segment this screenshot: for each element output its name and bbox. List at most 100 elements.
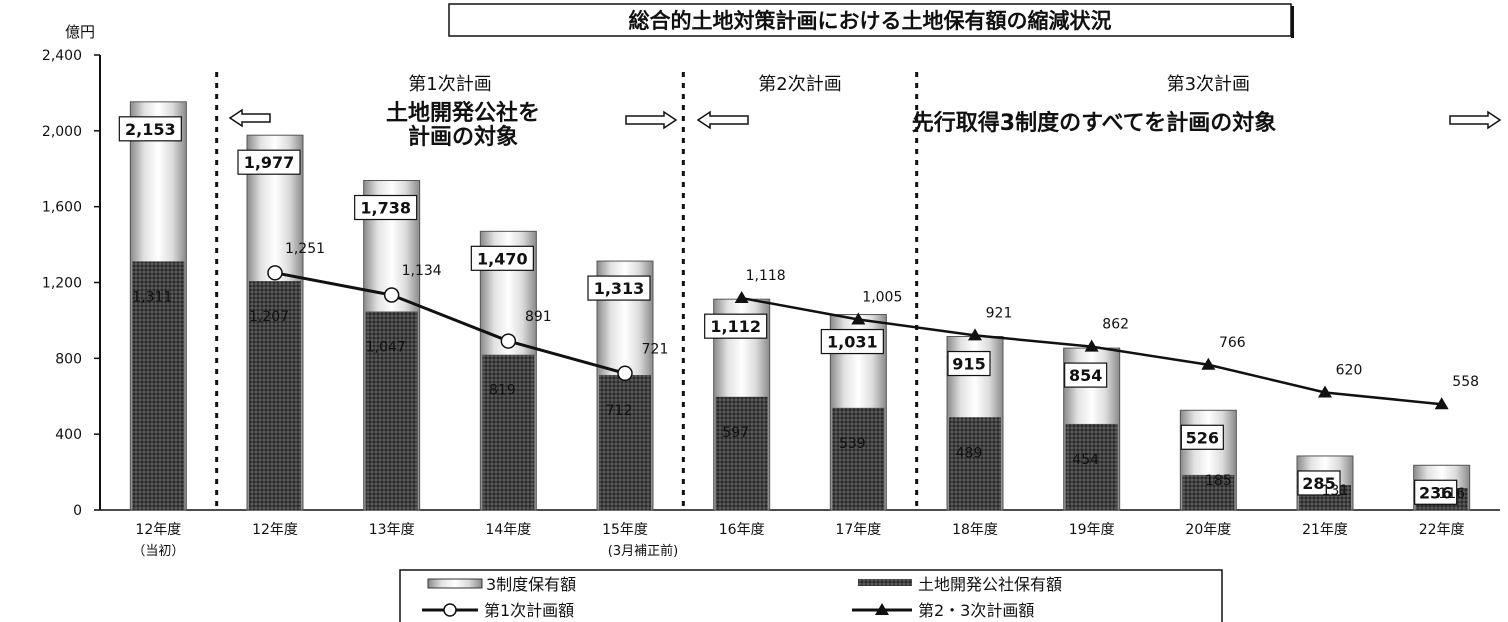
data-label-kosha: 597 [722, 425, 749, 441]
label-box-3seido [1297, 470, 1341, 496]
data-label-3seido: 1,112 [710, 317, 761, 336]
label-box-3seido [470, 245, 534, 271]
legend-box [399, 569, 1223, 622]
period-label: 第3次計画 [1167, 74, 1250, 95]
label-box-3seido [820, 328, 884, 355]
data-label-kosha: 185 [1205, 473, 1232, 489]
x-tick-label: 21年度 [1302, 522, 1348, 538]
data-label-plan23: 1,118 [746, 268, 786, 284]
data-label-kosha: 1,311 [132, 289, 172, 305]
data-label-kosha: 116 [1438, 486, 1465, 502]
data-label-kosha: 539 [839, 436, 866, 452]
bar-kosha [365, 311, 418, 510]
label-box-3seido [354, 194, 418, 221]
x-tick-label: 19年度 [1069, 522, 1115, 538]
x-tick-label: 22年度 [1419, 522, 1465, 538]
data-label-kosha: 131 [1322, 483, 1349, 499]
legend-marker-plan1 [443, 603, 457, 617]
bar-kosha [132, 261, 185, 510]
data-label-plan1: 1,251 [285, 241, 325, 257]
x-tick-label: 16年度 [719, 522, 765, 538]
x-tick-label: 12年度 [135, 522, 181, 538]
bar-kosha [482, 354, 535, 510]
y-tick-label: 0 [73, 503, 82, 519]
y-tick-label: 2,400 [42, 48, 82, 64]
data-label-plan23: 558 [1452, 374, 1479, 390]
data-label-plan1: 1,134 [402, 263, 442, 279]
annotation-plan23: 先行取得3制度のすべてを計画の対象 [912, 110, 1276, 136]
data-label-3seido: 1,313 [594, 279, 645, 298]
annotation-plan1-line2: 計画の対象 [408, 124, 518, 150]
marker-plan23 [1318, 385, 1332, 398]
data-label-3seido: 915 [952, 355, 985, 374]
label-box-3seido [118, 116, 182, 142]
bar-kosha [1182, 474, 1235, 510]
x-tick-label: 17年度 [835, 522, 881, 538]
bar-kosha [599, 375, 651, 510]
data-label-kosha: 489 [956, 445, 983, 461]
legend-label-3seido: 3制度保有額 [486, 575, 576, 594]
x-tick-label: 14年度 [485, 522, 531, 538]
data-label-3seido: 1,031 [827, 333, 878, 352]
data-label-3seido: 854 [1069, 366, 1102, 385]
title-box [448, 3, 1292, 37]
label-box-3seido [947, 350, 991, 377]
bar-kosha [832, 407, 885, 510]
y-axis-unit: 億円 [65, 23, 95, 41]
data-label-3seido: 285 [1302, 474, 1335, 493]
legend-label-plan1: 第1次計画額 [484, 601, 574, 620]
data-label-plan23: 766 [1219, 335, 1246, 351]
data-label-kosha: 819 [489, 383, 516, 399]
data-label-kosha: 1,047 [366, 340, 406, 356]
legend-marker-plan23 [875, 603, 889, 615]
marker-plan1 [500, 333, 517, 349]
title-box-shadow [1291, 6, 1294, 38]
marker-plan1 [383, 287, 400, 303]
x-tick-label: 13年度 [369, 522, 415, 538]
legend: 3制度保有額 土地開発公社保有額 第1次計画額 第2・3次計画額 [399, 569, 1223, 622]
period-label: 第1次計画 [408, 74, 491, 95]
data-label-kosha: 454 [1072, 452, 1099, 468]
data-label-plan23: 862 [1102, 317, 1129, 333]
marker-plan23 [968, 328, 982, 341]
marker-plan23 [851, 312, 866, 325]
label-box-3seido [587, 275, 651, 301]
x-tick-label: 15年度 [602, 522, 648, 538]
bar-kosha [949, 417, 1001, 510]
bar-kosha [1065, 423, 1118, 510]
arrow-right-plan23 [1449, 110, 1502, 130]
arrow-right-plan1 [625, 110, 678, 130]
label-box-3seido [704, 313, 768, 339]
data-label-3seido: 236 [1419, 483, 1452, 502]
data-label-plan1: 891 [525, 309, 552, 325]
x-tick-label: 18年度 [952, 522, 998, 538]
y-tick-label: 2,000 [42, 124, 82, 140]
data-label-3seido: 1,977 [244, 153, 295, 172]
y-tick-label: 1,600 [42, 200, 82, 216]
period-label: 第2次計画 [758, 74, 841, 95]
y-tick-label: 1,200 [42, 276, 82, 292]
data-label-3seido: 526 [1186, 428, 1219, 447]
line-plan1 [274, 271, 626, 375]
data-label-kosha: 712 [606, 403, 633, 419]
marker-plan23 [734, 291, 749, 304]
x-tick-label: 20年度 [1185, 522, 1231, 538]
y-tick-label: 400 [55, 427, 82, 443]
label-box-3seido [1414, 479, 1458, 505]
marker-plan1 [267, 265, 283, 281]
label-box-3seido [1180, 424, 1224, 450]
arrow-left-plan1 [228, 108, 271, 128]
marker-plan1 [617, 365, 633, 382]
legend-label-kosha: 土地開発公社保有額 [918, 575, 1062, 594]
data-label-3seido: 1,470 [477, 249, 528, 268]
label-box-3seido [1064, 362, 1108, 388]
bar-kosha [715, 396, 768, 510]
data-label-plan1: 721 [642, 341, 669, 357]
data-label-3seido: 2,153 [125, 120, 176, 139]
x-tick-note: (3月補正前) [608, 543, 678, 559]
marker-plan23 [1434, 397, 1449, 410]
bar-kosha [249, 281, 301, 510]
data-label-3seido: 1,738 [360, 199, 411, 218]
data-label-plan23: 921 [986, 305, 1013, 321]
